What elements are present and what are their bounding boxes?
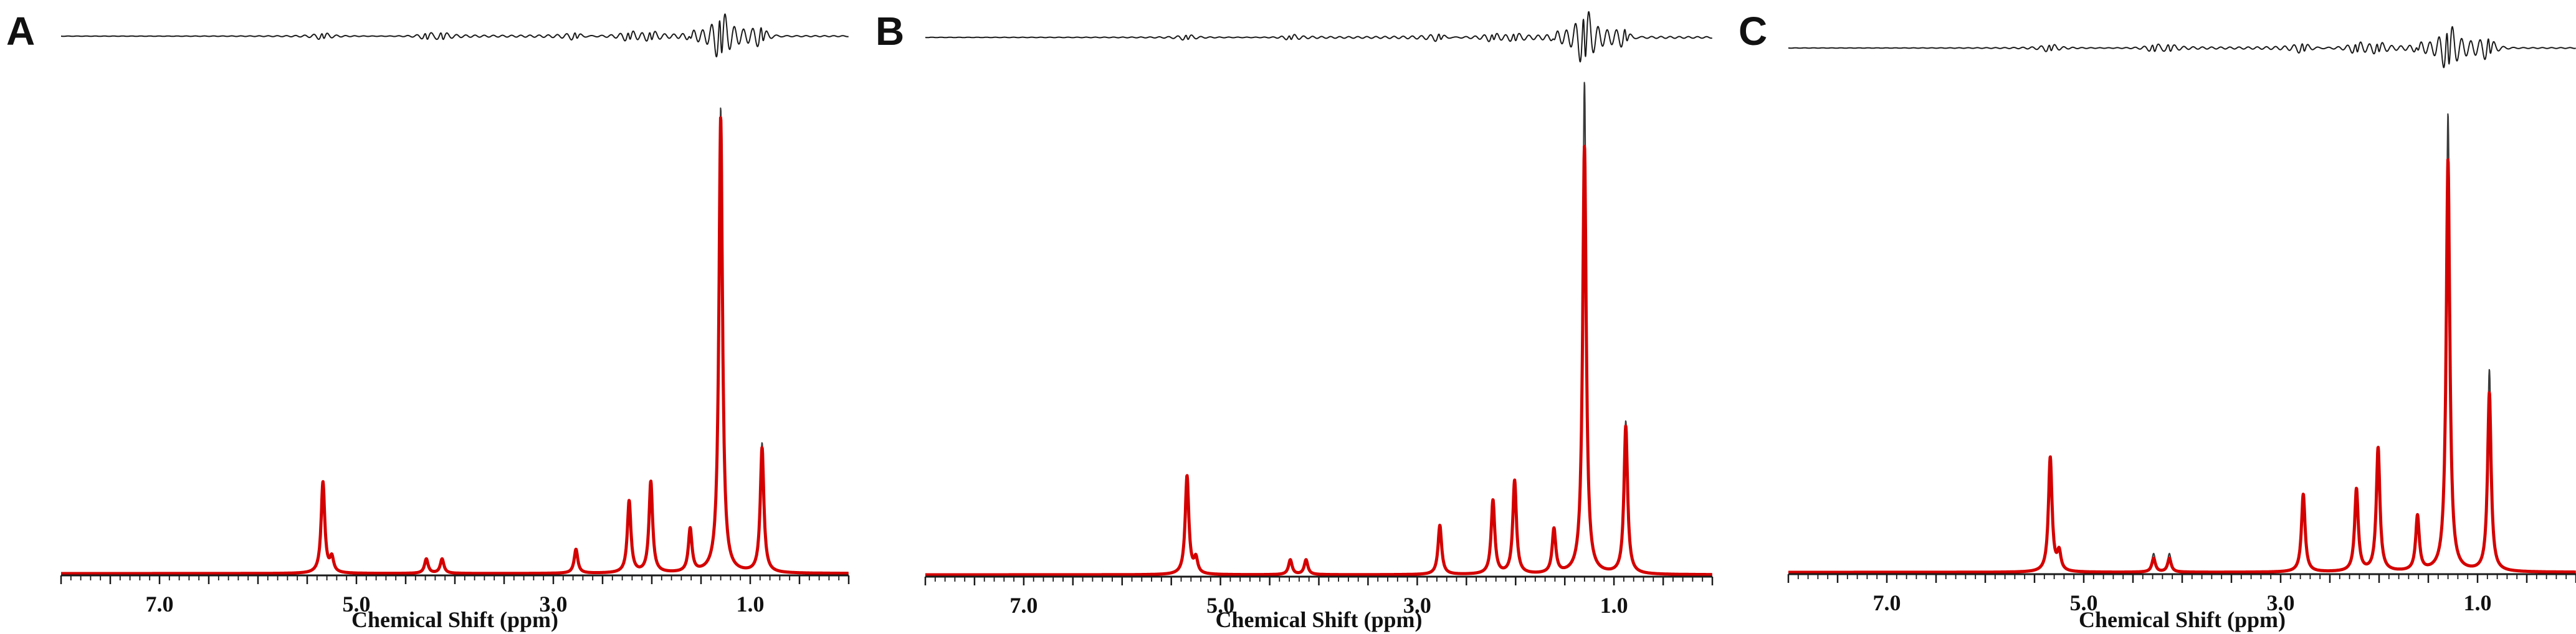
panel-label: A: [6, 9, 35, 54]
x-tick-label: 5.0: [2070, 590, 2098, 615]
measured-spectrum-line: [925, 82, 1713, 576]
x-tick-label: 1.0: [737, 592, 765, 617]
x-axis-title: Chemical Shift (ppm): [1216, 607, 1423, 632]
measured-spectrum-line: [1788, 113, 2576, 574]
fitted-spectrum-line: [1787, 158, 2576, 574]
spectrum-panel-c: C 7.0 5.0 3.0 1.0 Chemical Shift (ppm): [1739, 9, 2576, 632]
fitted-spectrum-line: [60, 116, 850, 575]
x-tick-label: 7.0: [1873, 590, 1901, 615]
x-tick-label: 1.0: [2464, 590, 2492, 615]
x-tick-label: 3.0: [540, 592, 568, 617]
fitted-spectrum-line: [924, 145, 1714, 577]
residual-trace-line: [60, 13, 849, 58]
measured-spectrum-line: [60, 107, 849, 575]
residual-trace-line: [1788, 26, 2576, 69]
x-tick-label: 3.0: [2267, 590, 2295, 615]
residual-trace-line: [925, 11, 1713, 63]
spectrum-panel-a: A 7.0 5.0 3.0 1.0 Chemical Shift (ppm): [6, 9, 850, 632]
panel-label: B: [875, 9, 904, 54]
x-tick-label: 5.0: [343, 592, 371, 617]
spectrum-panel-b: B 7.0 5.0 3.0 1.0 Chemical Shift (ppm): [875, 9, 1714, 632]
panel-label: C: [1739, 9, 1767, 54]
x-tick-label: 3.0: [1403, 593, 1431, 618]
x-axis-title: Chemical Shift (ppm): [2079, 607, 2286, 632]
x-axis-title: Chemical Shift (ppm): [351, 607, 558, 632]
x-tick-label: 7.0: [1009, 593, 1038, 618]
x-tick-label: 1.0: [1600, 593, 1628, 618]
x-tick-label: 5.0: [1206, 593, 1234, 618]
x-tick-label: 7.0: [146, 592, 174, 617]
